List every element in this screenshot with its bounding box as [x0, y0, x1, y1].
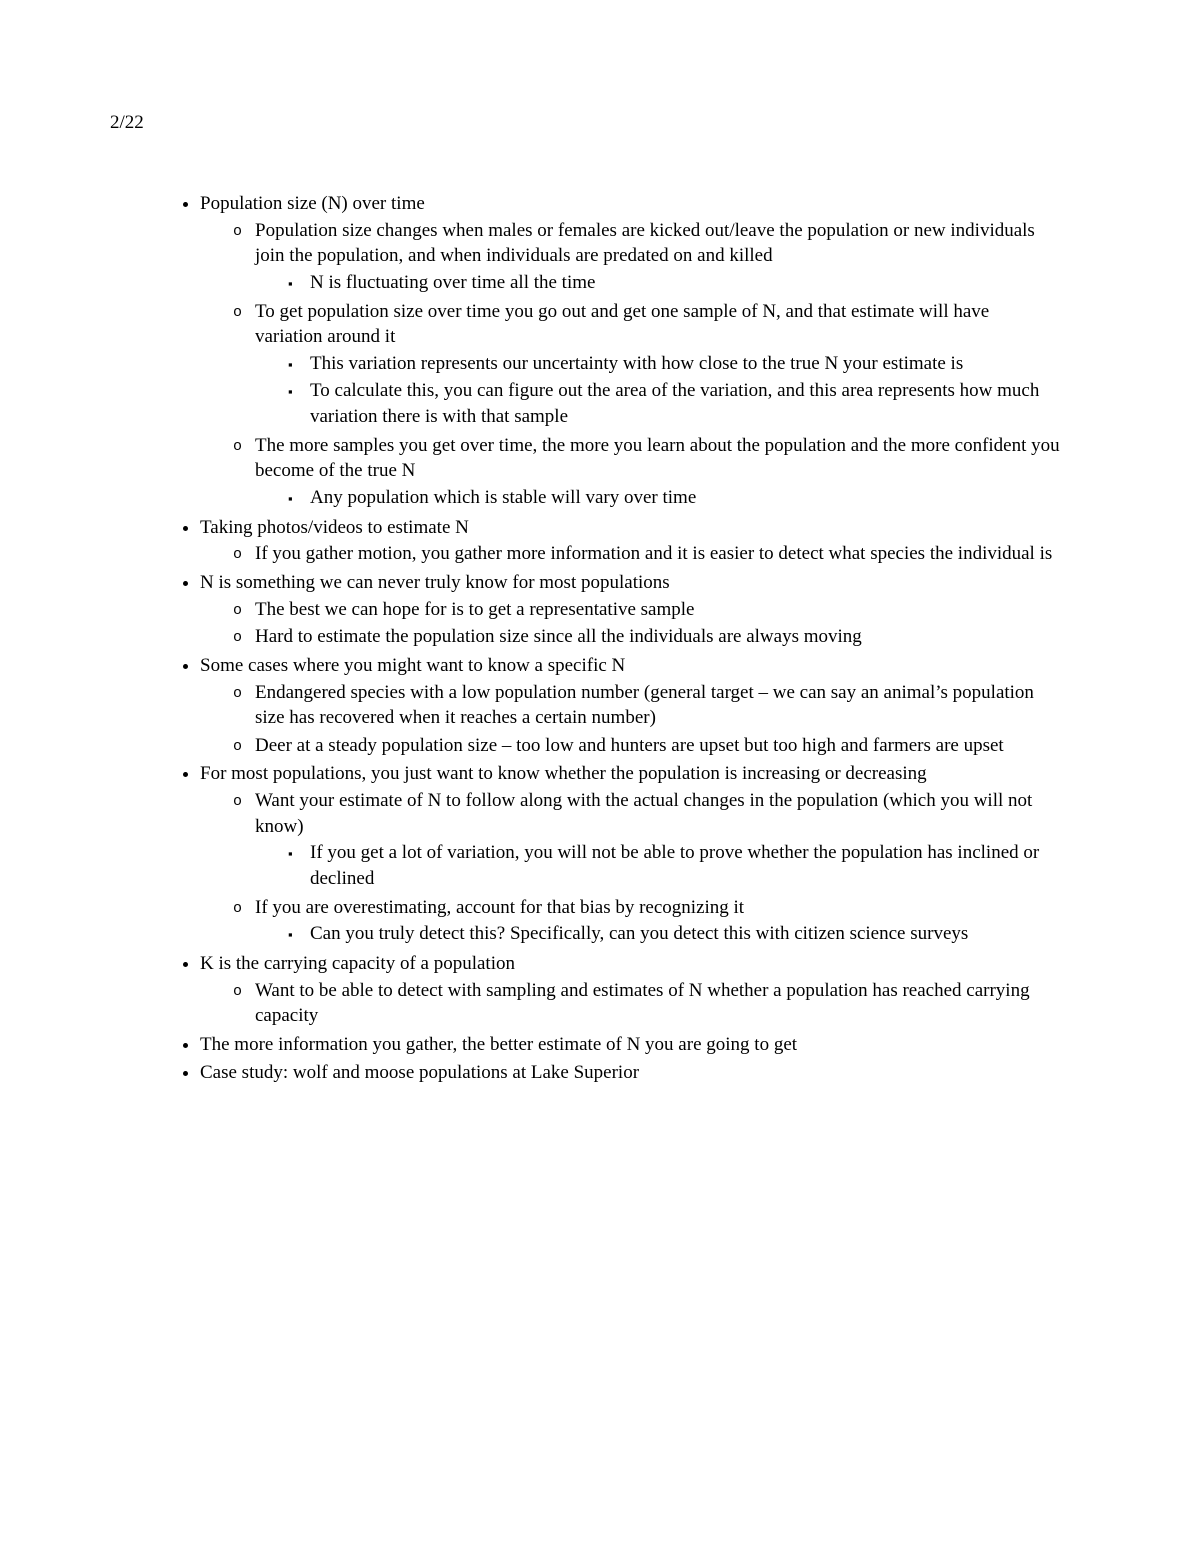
- bullet-text: Case study: wolf and moose populations a…: [200, 1062, 639, 1083]
- bullet-text: The more information you gather, the bet…: [200, 1034, 797, 1055]
- sub-bullet-item: Population size changes when males or fe…: [255, 217, 1060, 298]
- bullet-item: Some cases where you might want to know …: [200, 652, 1060, 761]
- subsub-bullet-item: If you get a lot of variation, you will …: [310, 839, 1060, 892]
- bullet-text: The more samples you get over time, the …: [255, 435, 1060, 482]
- nested-list: Population size changes when males or fe…: [200, 217, 1060, 513]
- nested-list: Can you truly detect this? Specifically,…: [255, 920, 1060, 948]
- nested-list: The best we can hope for is to get a rep…: [200, 596, 1060, 651]
- sub-bullet-item: The best we can hope for is to get a rep…: [255, 596, 1060, 624]
- bullet-item: Population size (N) over time Population …: [200, 190, 1060, 514]
- bullet-text: This variation represents our uncertaint…: [310, 353, 963, 374]
- page-date: 2/22: [110, 110, 144, 136]
- bullet-text: K is the carrying capacity of a populati…: [200, 953, 515, 974]
- bullet-item: The more information you gather, the bet…: [200, 1031, 1060, 1059]
- sub-bullet-item: Hard to estimate the population size sin…: [255, 623, 1060, 651]
- nested-list: N is fluctuating over time all the time: [255, 269, 1060, 297]
- bullet-text: Want your estimate of N to follow along …: [255, 790, 1032, 837]
- sub-bullet-item: To get population size over time you go …: [255, 298, 1060, 432]
- bullet-text: Population size (N) over time: [200, 193, 425, 214]
- bullet-text: If you get a lot of variation, you will …: [310, 842, 1039, 889]
- bullet-text: If you are overestimating, account for t…: [255, 897, 744, 918]
- bullet-text: N is fluctuating over time all the time: [310, 272, 595, 293]
- bullet-text: N is something we can never truly know f…: [200, 572, 670, 593]
- bullet-text: Taking photos/videos to estimate N: [200, 517, 469, 538]
- bullet-text: Deer at a steady population size – too l…: [255, 735, 1004, 756]
- sub-bullet-item: Want to be able to detect with sampling …: [255, 977, 1060, 1030]
- bullet-item: For most populations, you just want to k…: [200, 760, 1060, 949]
- subsub-bullet-item: N is fluctuating over time all the time: [310, 269, 1060, 297]
- nested-list: Want to be able to detect with sampling …: [200, 977, 1060, 1030]
- bullet-item: K is the carrying capacity of a populati…: [200, 950, 1060, 1031]
- nested-list: Any population which is stable will vary…: [255, 484, 1060, 512]
- bullet-text: The best we can hope for is to get a rep…: [255, 599, 694, 620]
- bullet-text: Want to be able to detect with sampling …: [255, 980, 1030, 1027]
- sub-bullet-item: Endangered species with a low population…: [255, 679, 1060, 732]
- bullet-text: Some cases where you might want to know …: [200, 655, 625, 676]
- sub-bullet-item: If you gather motion, you gather more in…: [255, 540, 1060, 568]
- bullet-text: To get population size over time you go …: [255, 301, 989, 348]
- bullet-item: Case study: wolf and moose populations a…: [200, 1059, 1060, 1087]
- bullet-text: Any population which is stable will vary…: [310, 487, 696, 508]
- sub-bullet-item: If you are overestimating, account for t…: [255, 894, 1060, 949]
- bullet-text: Hard to estimate the population size sin…: [255, 626, 862, 647]
- sub-bullet-item: Deer at a steady population size – too l…: [255, 732, 1060, 760]
- nested-list: If you gather motion, you gather more in…: [200, 540, 1060, 568]
- subsub-bullet-item: This variation represents our uncertaint…: [310, 350, 1060, 378]
- bullet-text: Can you truly detect this? Specifically,…: [310, 923, 968, 944]
- nested-list: This variation represents our uncertaint…: [255, 350, 1060, 431]
- bullet-text: Population size changes when males or fe…: [255, 220, 1035, 267]
- bullet-text: For most populations, you just want to k…: [200, 763, 927, 784]
- outline-list: Population size (N) over time Population …: [140, 190, 1060, 1086]
- notes-content: Population size (N) over time Population …: [140, 190, 1060, 1086]
- nested-list: If you get a lot of variation, you will …: [255, 839, 1060, 892]
- document-page: 2/22 Population size (N) over timePopula…: [0, 0, 1200, 1553]
- bullet-text: If you gather motion, you gather more in…: [255, 543, 1052, 564]
- sub-bullet-item: Want your estimate of N to follow along …: [255, 787, 1060, 894]
- subsub-bullet-item: Can you truly detect this? Specifically,…: [310, 920, 1060, 948]
- bullet-text: Endangered species with a low population…: [255, 682, 1034, 729]
- nested-list: Endangered species with a low population…: [200, 679, 1060, 760]
- bullet-item: Taking photos/videos to estimate N If you…: [200, 514, 1060, 569]
- bullet-text: To calculate this, you can figure out th…: [310, 380, 1039, 427]
- sub-bullet-item: The more samples you get over time, the …: [255, 432, 1060, 513]
- subsub-bullet-item: Any population which is stable will vary…: [310, 484, 1060, 512]
- bullet-item: N is something we can never truly know f…: [200, 569, 1060, 652]
- nested-list: Want your estimate of N to follow along …: [200, 787, 1060, 949]
- subsub-bullet-item: To calculate this, you can figure out th…: [310, 377, 1060, 430]
